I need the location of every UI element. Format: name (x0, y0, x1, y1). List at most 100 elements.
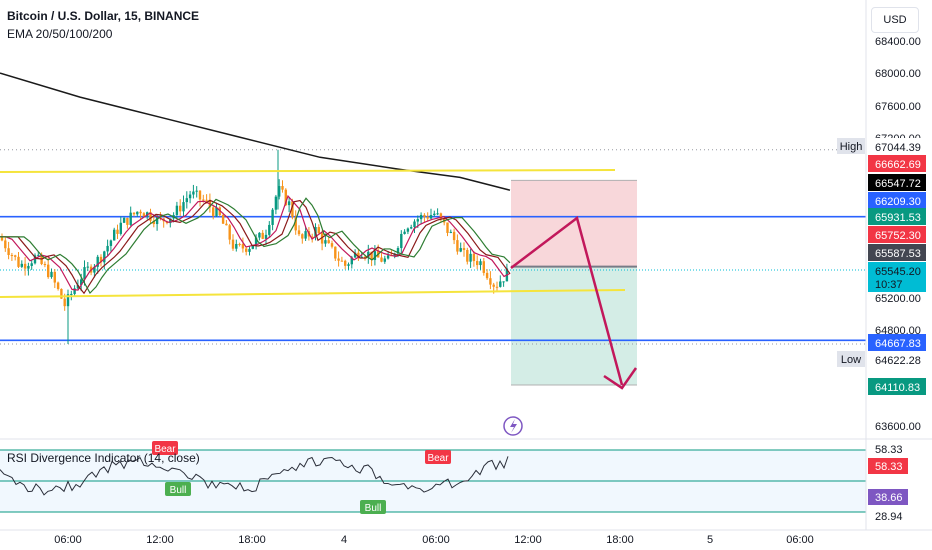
candle-body (76, 284, 80, 289)
candle-body (482, 261, 485, 273)
candle-body (73, 288, 76, 294)
candle-body (258, 232, 261, 238)
candle-body (439, 213, 443, 219)
candle-body (132, 212, 136, 215)
price-label-bg (868, 174, 926, 191)
upper-trendline (0, 169, 616, 173)
candle-body (188, 194, 192, 199)
time-axis: 06:00 12:00 18:00 4 06:00 12:00 18:00 5 06:00 (0, 529, 932, 546)
candle-body (449, 231, 452, 233)
level-name-bg (837, 351, 865, 367)
candle-body (274, 196, 278, 210)
price-label-bg (868, 192, 926, 209)
price-label-bg (868, 351, 926, 368)
candle-body (238, 243, 241, 245)
candle-body (129, 212, 132, 225)
candle-body (278, 186, 281, 197)
rsi-tick: 58.33 (875, 444, 903, 456)
candle-body (205, 199, 208, 201)
candle-body (4, 240, 7, 249)
candle-body (340, 260, 344, 262)
candle-body (56, 282, 60, 289)
price-label-bg (868, 378, 926, 395)
time-tick: 06:00 (54, 534, 82, 546)
candle-body (142, 213, 146, 217)
rsi-badge-bg (868, 458, 908, 474)
candle-body (469, 253, 472, 262)
candle-body (20, 263, 23, 267)
candle-body (185, 198, 188, 203)
indicator-legend[interactable]: EMA 20/50/100/200 (7, 27, 113, 41)
candle-body (221, 214, 225, 224)
candle-body (122, 217, 126, 223)
ema-50-line (0, 199, 511, 295)
candle-body (70, 293, 73, 295)
time-tick: 12:00 (146, 534, 174, 546)
candle-body (93, 266, 96, 273)
ema-lines (0, 72, 511, 295)
price-label: 64110.83 (875, 382, 920, 394)
price-label: 65545.20 (875, 266, 921, 278)
level-name: High (840, 141, 863, 153)
time-tick: 4 (341, 534, 347, 546)
candle-body (0, 237, 4, 241)
candle-body (436, 213, 439, 215)
level-name-bg (837, 138, 865, 154)
candle-body (179, 205, 182, 212)
rsi-title: RSI Divergence Indicator (14, close) (7, 451, 200, 465)
candle-body (492, 284, 495, 287)
candle-body (337, 258, 340, 261)
candle-body (63, 298, 66, 307)
candle-body (485, 272, 489, 279)
lightning-icon[interactable] (503, 416, 523, 436)
horizontal-levels (0, 149, 866, 345)
time-tick: 18:00 (238, 534, 266, 546)
candle-body (311, 236, 314, 238)
candle-body (324, 240, 327, 244)
arrow-path (510, 215, 624, 386)
candle-body (353, 252, 357, 258)
candle-body (245, 248, 248, 252)
candle-body (459, 248, 462, 252)
rsi-line (0, 456, 509, 496)
candle-body (446, 222, 449, 233)
candle-body (14, 255, 17, 257)
candle-body (99, 256, 103, 263)
trendlines (0, 169, 626, 298)
candle-body (37, 254, 40, 256)
price-label: 66209.30 (875, 196, 921, 208)
candle-body (363, 256, 367, 258)
candle-body (334, 246, 337, 259)
candle-body (479, 261, 482, 266)
currency-button[interactable]: USD (871, 7, 919, 33)
candles (0, 149, 509, 345)
candle-body (406, 228, 410, 232)
candle-body (360, 256, 363, 258)
candle-body (23, 263, 27, 269)
candle-body (149, 212, 152, 221)
candle-body (380, 257, 383, 262)
candle-body (400, 233, 403, 249)
candle-body (228, 225, 231, 240)
candle-body (50, 271, 53, 278)
rsi-badge: 58.33 (875, 461, 903, 473)
candle-body (429, 215, 433, 219)
candle-body (304, 231, 307, 239)
ema-100-line (0, 197, 511, 295)
candle-body (86, 266, 89, 268)
symbol-title: Bitcoin / U.S. Dollar, 15, BINANCE (7, 9, 200, 23)
candle-body (80, 279, 83, 285)
candle-body (284, 189, 287, 206)
lower-trendline (0, 289, 626, 298)
candle-body (297, 230, 301, 235)
candle-body (261, 232, 264, 239)
rsi-badge-bg (868, 489, 908, 505)
candle-body (416, 219, 419, 222)
candle-body (96, 256, 99, 267)
position-zones (511, 179, 637, 386)
candle-body (344, 260, 347, 266)
candle-body (320, 233, 324, 244)
ema-200-line (0, 72, 511, 191)
price-label: 64622.28 (875, 355, 921, 367)
